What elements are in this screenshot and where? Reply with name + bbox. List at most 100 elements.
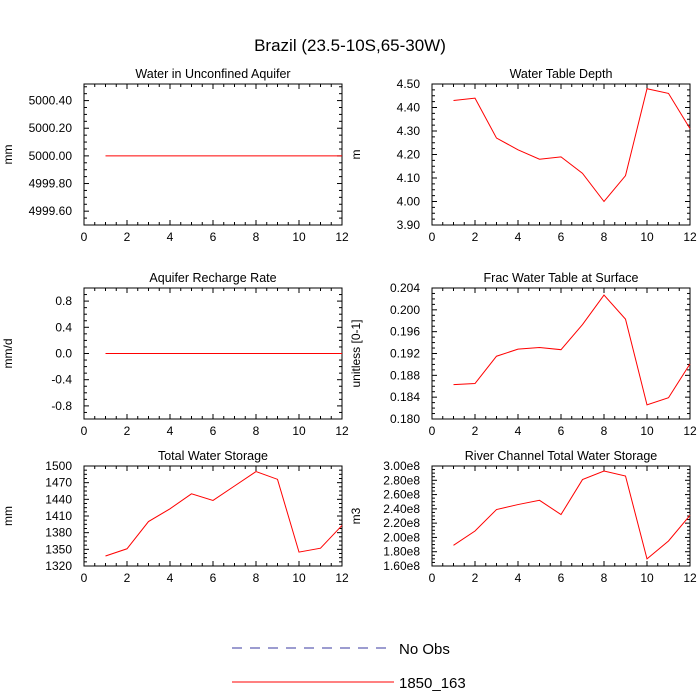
x-tick-label: 8 bbox=[253, 230, 260, 244]
panel-title: River Channel Total Water Storage bbox=[465, 449, 658, 463]
x-tick-label: 2 bbox=[472, 424, 479, 438]
y-tick-label: 5000.00 bbox=[29, 149, 73, 163]
x-tick-label: 12 bbox=[683, 230, 697, 244]
y-tick-label: 1320 bbox=[45, 559, 72, 573]
y-axis-label: m3 bbox=[349, 507, 363, 524]
y-tick-label: 4.30 bbox=[397, 124, 421, 138]
y-tick-label: 1440 bbox=[45, 492, 72, 506]
x-tick-label: 6 bbox=[558, 424, 565, 438]
x-tick-label: 10 bbox=[292, 230, 306, 244]
y-tick-label: 0.0 bbox=[55, 347, 72, 361]
y-axis-label: mm bbox=[1, 145, 15, 165]
x-tick-label: 2 bbox=[124, 230, 131, 244]
panel-title: Aquifer Recharge Rate bbox=[149, 271, 276, 285]
plot-frame bbox=[431, 287, 691, 420]
y-tick-label: 2.60e8 bbox=[383, 488, 420, 502]
y-tick-label: 3.90 bbox=[397, 218, 421, 232]
series-line-1850-163 bbox=[453, 470, 691, 560]
x-tick-label: 12 bbox=[335, 230, 349, 244]
chart-panel-4: Frac Water Table at Surface unitless [0-1… bbox=[349, 271, 697, 438]
x-tick-label: 2 bbox=[472, 571, 479, 585]
x-tick-label: 12 bbox=[335, 571, 349, 585]
x-tick-label: 10 bbox=[640, 424, 654, 438]
y-tick-label: 0.188 bbox=[390, 368, 420, 382]
y-tick-label: 0.4 bbox=[55, 320, 72, 334]
x-tick-label: 8 bbox=[601, 424, 608, 438]
y-tick-label: 1350 bbox=[45, 542, 72, 556]
y-tick-label: 3.00e8 bbox=[383, 459, 420, 473]
y-tick-label: 0.196 bbox=[390, 325, 420, 339]
x-tick-label: 2 bbox=[124, 571, 131, 585]
y-tick-label: 5000.40 bbox=[29, 94, 73, 108]
x-tick-label: 8 bbox=[253, 571, 260, 585]
y-tick-label: 0.204 bbox=[390, 281, 420, 295]
x-tick-label: 4 bbox=[167, 230, 174, 244]
y-tick-label: 1500 bbox=[45, 459, 72, 473]
series-line-1850-163 bbox=[453, 294, 691, 406]
y-tick-label: 0.180 bbox=[390, 412, 420, 426]
x-tick-label: 8 bbox=[601, 230, 608, 244]
x-tick-label: 4 bbox=[167, 424, 174, 438]
chart-panel-6: River Channel Total Water Storage m3 0 2 4 6 8… bbox=[349, 449, 697, 585]
x-tick-label: 10 bbox=[640, 230, 654, 244]
y-tick-label: -0.8 bbox=[51, 399, 72, 413]
x-tick-label: 0 bbox=[81, 571, 88, 585]
x-tick-label: 4 bbox=[515, 230, 522, 244]
x-tick-label: 4 bbox=[515, 571, 522, 585]
x-tick-label: 2 bbox=[124, 424, 131, 438]
x-tick-label: 12 bbox=[335, 424, 349, 438]
y-tick-label: 0.200 bbox=[390, 303, 420, 317]
y-tick-label: 2.20e8 bbox=[383, 516, 420, 530]
y-tick-label: 0.8 bbox=[55, 294, 72, 308]
plot-frame bbox=[83, 83, 343, 226]
x-tick-label: 8 bbox=[601, 571, 608, 585]
x-tick-label: 6 bbox=[210, 230, 217, 244]
plot-frame bbox=[431, 465, 691, 567]
y-axis-label: m bbox=[349, 150, 363, 160]
legend-label-1850-163: 1850_163 bbox=[399, 675, 466, 692]
y-tick-label: 4999.80 bbox=[29, 177, 73, 191]
x-tick-label: 12 bbox=[683, 424, 697, 438]
y-tick-label: 2.80e8 bbox=[383, 473, 420, 487]
x-tick-label: 8 bbox=[253, 424, 260, 438]
x-tick-label: 0 bbox=[429, 424, 436, 438]
y-tick-label: 1470 bbox=[45, 476, 72, 490]
x-tick-label: 0 bbox=[429, 230, 436, 244]
x-tick-label: 6 bbox=[210, 424, 217, 438]
y-axis-label: mm bbox=[1, 506, 15, 526]
y-tick-label: 0.184 bbox=[390, 390, 420, 404]
chart-panel-1: Water in Unconfined Aquifer mm 0 2 4 6 8 10 12 49… bbox=[1, 67, 349, 244]
x-tick-label: 10 bbox=[292, 571, 306, 585]
chart-panel-5: Total Water Storage mm 0 2 4 6 8 10 12 1320 1350 13… bbox=[1, 449, 349, 585]
x-tick-label: 4 bbox=[167, 571, 174, 585]
y-tick-label: 1.60e8 bbox=[383, 559, 420, 573]
y-tick-label: 4.40 bbox=[397, 101, 421, 115]
y-tick-label: 1380 bbox=[45, 526, 72, 540]
y-tick-label: 4.10 bbox=[397, 171, 421, 185]
y-tick-label: 4.00 bbox=[397, 195, 421, 209]
y-tick-label: 1410 bbox=[45, 509, 72, 523]
chart-panel-2: Water Table Depth m 0 2 4 6 8 10 12 3.90 4.00 4.10 4… bbox=[349, 67, 697, 244]
x-tick-label: 0 bbox=[429, 571, 436, 585]
x-tick-label: 12 bbox=[683, 571, 697, 585]
panel-title: Frac Water Table at Surface bbox=[484, 271, 639, 285]
panel-title: Total Water Storage bbox=[158, 449, 268, 463]
chart-panel-3: Aquifer Recharge Rate mm/d 0 2 4 6 8 10 12 -0.8 -0… bbox=[1, 271, 349, 438]
y-axis-label: unitless [0-1] bbox=[349, 319, 363, 387]
x-tick-label: 6 bbox=[558, 230, 565, 244]
y-tick-label: -0.4 bbox=[51, 373, 72, 387]
y-tick-label: 4.50 bbox=[397, 77, 421, 91]
x-tick-label: 0 bbox=[81, 230, 88, 244]
x-tick-label: 6 bbox=[558, 571, 565, 585]
y-tick-label: 0.192 bbox=[390, 347, 420, 361]
y-tick-label: 2.00e8 bbox=[383, 530, 420, 544]
figure-title: Brazil (23.5-10S,65-30W) bbox=[254, 36, 446, 55]
legend-label-no-obs: No Obs bbox=[399, 641, 450, 658]
y-tick-label: 4.20 bbox=[397, 148, 421, 162]
x-tick-label: 0 bbox=[81, 424, 88, 438]
panel-title: Water in Unconfined Aquifer bbox=[135, 67, 290, 81]
x-tick-label: 10 bbox=[292, 424, 306, 438]
y-tick-label: 1.80e8 bbox=[383, 545, 420, 559]
x-tick-label: 10 bbox=[640, 571, 654, 585]
